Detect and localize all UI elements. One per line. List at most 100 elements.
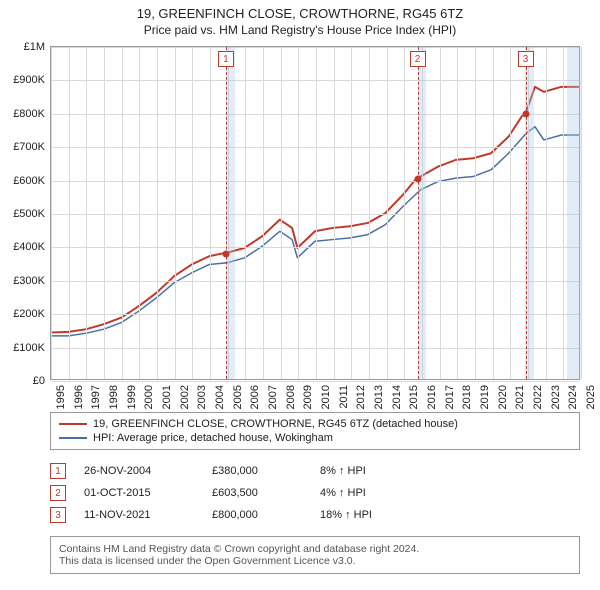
x-axis-label: 2018 — [461, 385, 473, 409]
gridline-vertical — [104, 47, 105, 379]
x-axis-label: 2016 — [426, 385, 438, 409]
x-axis-label: 2003 — [196, 385, 208, 409]
marker-line — [526, 47, 527, 379]
gridline-vertical — [122, 47, 123, 379]
marker-line — [418, 47, 419, 379]
gridline-horizontal — [51, 147, 579, 148]
shaded-band — [525, 47, 534, 379]
sale-price: £380,000 — [212, 465, 302, 477]
x-axis-label: 2009 — [302, 385, 314, 409]
x-axis-label: 2008 — [285, 385, 297, 409]
sale-marker: 3 — [50, 507, 66, 523]
y-axis-label: £500K — [13, 208, 45, 220]
x-axis-label: 2014 — [391, 385, 403, 409]
gridline-vertical — [440, 47, 441, 379]
chart-titles: 19, GREENFINCH CLOSE, CROWTHORNE, RG45 6… — [0, 0, 600, 37]
y-axis-label: £200K — [13, 308, 45, 320]
sale-price: £800,000 — [212, 509, 302, 521]
legend-box: 19, GREENFINCH CLOSE, CROWTHORNE, RG45 6… — [50, 412, 580, 450]
x-axis-label: 2001 — [161, 385, 173, 409]
gridline-vertical — [139, 47, 140, 379]
gridline-horizontal — [51, 80, 579, 81]
marker-box: 1 — [218, 51, 234, 67]
x-axis-label: 2025 — [585, 385, 597, 409]
x-axis-label: 2006 — [249, 385, 261, 409]
gridline-vertical — [281, 47, 282, 379]
gridline-vertical — [334, 47, 335, 379]
gridline-vertical — [245, 47, 246, 379]
x-axis-label: 2007 — [267, 385, 279, 409]
sale-date: 26-NOV-2004 — [84, 465, 194, 477]
sale-point-dot — [414, 176, 421, 183]
gridline-vertical — [316, 47, 317, 379]
chart-area: £0£100K£200K£300K£400K£500K£600K£700K£80… — [50, 46, 580, 380]
y-axis-label: £700K — [13, 141, 45, 153]
series-line — [51, 87, 579, 333]
marker-line — [226, 47, 227, 379]
shaded-band — [567, 47, 581, 379]
gridline-vertical — [581, 47, 582, 379]
x-axis-label: 2010 — [320, 385, 332, 409]
gridline-vertical — [157, 47, 158, 379]
x-axis-label: 2021 — [514, 385, 526, 409]
gridline-horizontal — [51, 114, 579, 115]
sale-change: 8% ↑ HPI — [320, 465, 430, 477]
shaded-band — [226, 47, 235, 379]
sales-row: 1 26-NOV-2004 £380,000 8% ↑ HPI — [50, 460, 580, 482]
x-axis-label: 2022 — [532, 385, 544, 409]
y-axis-label: £1M — [24, 41, 45, 53]
x-axis-label: 2012 — [355, 385, 367, 409]
gridline-vertical — [175, 47, 176, 379]
gridline-horizontal — [51, 281, 579, 282]
legend-row: HPI: Average price, detached house, Woki… — [59, 431, 571, 445]
gridline-vertical — [546, 47, 547, 379]
legend-swatch-series-1 — [59, 423, 87, 425]
gridline-vertical — [51, 47, 52, 379]
gridline-horizontal — [51, 47, 579, 48]
gridline-vertical — [210, 47, 211, 379]
gridline-vertical — [457, 47, 458, 379]
x-axis-label: 1998 — [108, 385, 120, 409]
marker-box: 2 — [410, 51, 426, 67]
marker-box: 3 — [518, 51, 534, 67]
x-axis-label: 1997 — [90, 385, 102, 409]
legend-label-series-1: 19, GREENFINCH CLOSE, CROWTHORNE, RG45 6… — [93, 418, 458, 430]
sale-marker: 1 — [50, 463, 66, 479]
y-axis-label: £900K — [13, 74, 45, 86]
sales-table: 1 26-NOV-2004 £380,000 8% ↑ HPI 2 01-OCT… — [50, 460, 580, 526]
gridline-horizontal — [51, 381, 579, 382]
gridline-vertical — [563, 47, 564, 379]
shaded-band — [418, 47, 427, 379]
gridline-horizontal — [51, 247, 579, 248]
y-axis-label: £100K — [13, 342, 45, 354]
sales-row: 3 11-NOV-2021 £800,000 18% ↑ HPI — [50, 504, 580, 526]
x-axis-label: 2013 — [373, 385, 385, 409]
x-axis-label: 2005 — [232, 385, 244, 409]
x-axis-label: 2023 — [550, 385, 562, 409]
gridline-vertical — [192, 47, 193, 379]
gridline-vertical — [493, 47, 494, 379]
x-axis-label: 2000 — [143, 385, 155, 409]
y-axis-label: £600K — [13, 175, 45, 187]
gridline-vertical — [69, 47, 70, 379]
sales-row: 2 01-OCT-2015 £603,500 4% ↑ HPI — [50, 482, 580, 504]
legend-label-series-2: HPI: Average price, detached house, Woki… — [93, 432, 333, 444]
x-axis-label: 2004 — [214, 385, 226, 409]
gridline-horizontal — [51, 214, 579, 215]
x-axis-label: 1995 — [55, 385, 67, 409]
sale-change: 4% ↑ HPI — [320, 487, 430, 499]
y-axis-label: £800K — [13, 108, 45, 120]
sale-date: 11-NOV-2021 — [84, 509, 194, 521]
chart-svg — [51, 47, 579, 379]
x-axis-label: 2011 — [338, 385, 350, 409]
x-axis-label: 2002 — [179, 385, 191, 409]
gridline-vertical — [510, 47, 511, 379]
legend-swatch-series-2 — [59, 437, 87, 439]
sale-point-dot — [522, 110, 529, 117]
legend-row: 19, GREENFINCH CLOSE, CROWTHORNE, RG45 6… — [59, 417, 571, 431]
gridline-vertical — [298, 47, 299, 379]
chart-title: 19, GREENFINCH CLOSE, CROWTHORNE, RG45 6… — [0, 6, 600, 21]
x-axis-label: 2020 — [497, 385, 509, 409]
footnote-line-1: Contains HM Land Registry data © Crown c… — [59, 543, 571, 555]
y-axis-label: £0 — [33, 375, 45, 387]
